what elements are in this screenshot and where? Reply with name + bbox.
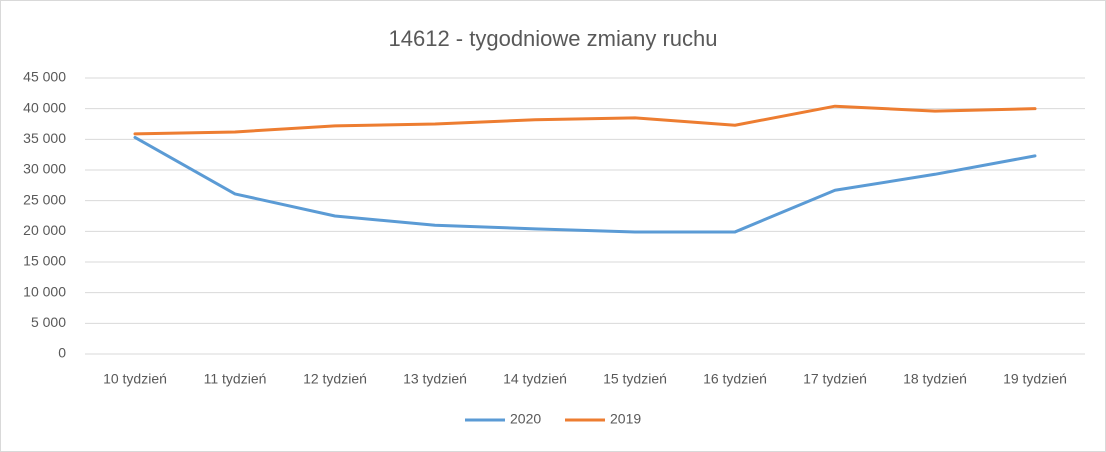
y-tick-label: 45 000 xyxy=(23,69,66,85)
x-tick-label: 10 tydzień xyxy=(103,371,167,387)
x-tick-label: 18 tydzień xyxy=(903,371,967,387)
x-tick-label: 13 tydzień xyxy=(403,371,467,387)
x-tick-label: 16 tydzień xyxy=(703,371,767,387)
y-tick-label: 5 000 xyxy=(31,314,66,330)
x-tick-label: 12 tydzień xyxy=(303,371,367,387)
y-tick-label: 10 000 xyxy=(23,283,66,299)
chart-title: 14612 - tygodniowe zmiany ruchu xyxy=(389,26,718,51)
y-tick-label: 0 xyxy=(58,345,66,361)
y-tick-label: 40 000 xyxy=(23,99,66,115)
x-tick-label: 17 tydzień xyxy=(803,371,867,387)
line-series xyxy=(133,104,1037,136)
y-tick-label: 30 000 xyxy=(23,161,66,177)
x-tick-label: 11 tydzień xyxy=(204,371,267,387)
x-tick-label: 19 tydzień xyxy=(1003,371,1067,387)
legend-label: 2020 xyxy=(510,411,541,427)
y-tick-label: 35 000 xyxy=(23,130,66,146)
x-tick-label: 14 tydzień xyxy=(503,371,567,387)
y-tick-label: 25 000 xyxy=(23,191,66,207)
legend-label: 2019 xyxy=(610,411,641,427)
x-tick-label: 15 tydzień xyxy=(603,371,667,387)
line-series xyxy=(133,135,1037,234)
y-tick-label: 20 000 xyxy=(23,222,66,238)
y-tick-label: 15 000 xyxy=(23,253,66,269)
